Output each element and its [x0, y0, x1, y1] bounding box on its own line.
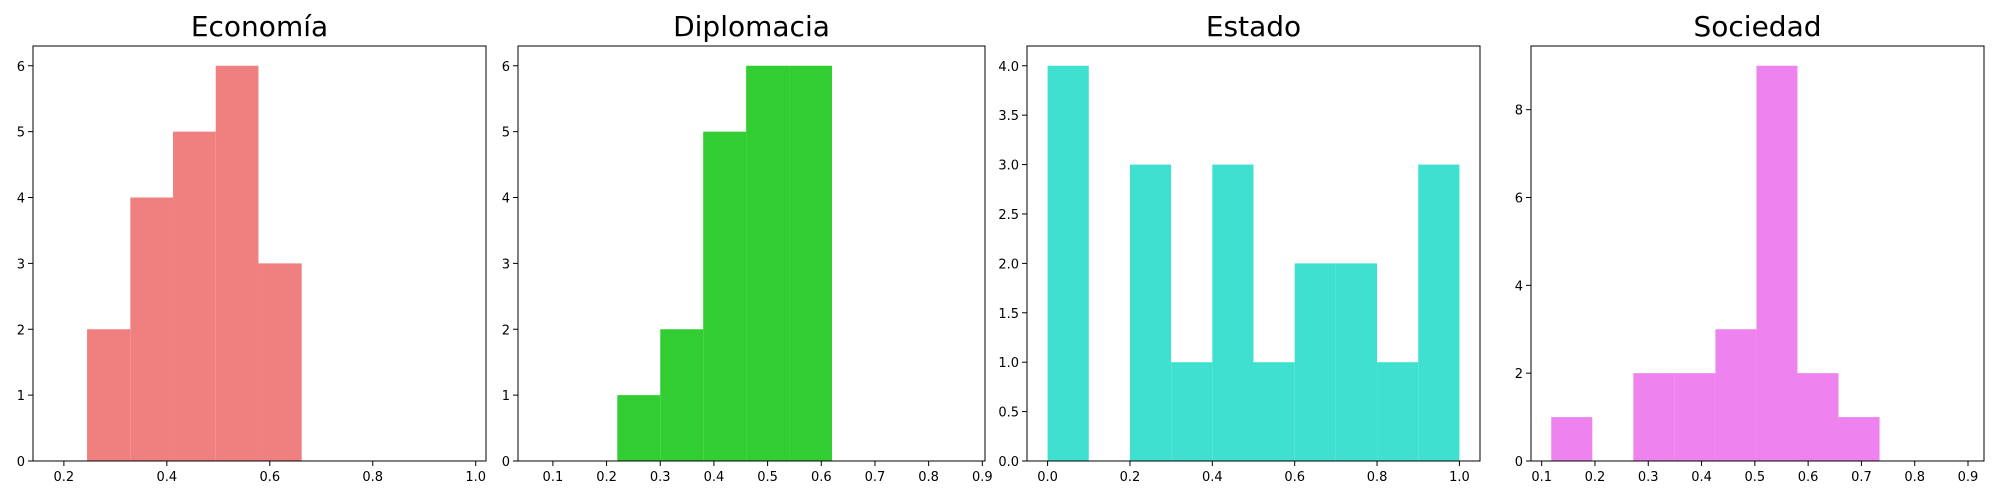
histogram-bar — [789, 65, 833, 461]
subplot-title: Diplomacia — [673, 10, 830, 43]
histogram-bar — [1418, 164, 1460, 462]
histogram-bar — [1171, 362, 1213, 461]
y-tick-label: 6 — [502, 60, 510, 75]
histogram-bar — [703, 131, 747, 461]
axes-frame — [1530, 45, 1985, 462]
x-tick-label: 1.0 — [465, 470, 486, 485]
histogram-bar — [258, 263, 302, 461]
subplot-title: Sociedad — [1693, 10, 1821, 43]
y-tick-label: 2 — [502, 323, 510, 338]
y-tick-label: 3.0 — [998, 159, 1019, 174]
x-tick-label: 0.0 — [1037, 470, 1058, 485]
histogram-bar — [1047, 65, 1089, 461]
axes-frame — [32, 45, 487, 462]
histogram-bar — [1633, 373, 1675, 461]
subplot-2: 0.1 0.2 0.3 0.4 0.5 0.6 0.7 0.8 0.9 0 1 2 3 4 5 6 Diplom… — [502, 10, 993, 485]
histogram-bar — [1253, 362, 1295, 461]
y-tick-label: 5 — [17, 126, 25, 141]
x-tick-label: 0.8 — [362, 470, 383, 485]
x-tick-label: 0.2 — [1585, 470, 1606, 485]
y-tick-label: 1.0 — [998, 356, 1019, 371]
subplot-4: 0.1 0.2 0.3 0.4 0.5 0.6 0.7 0.8 0.9 0 2 4 6 8 Sociedad — [1515, 10, 1985, 485]
x-tick-label: 0.8 — [918, 470, 939, 485]
subplot-1: 0.2 0.4 0.6 0.8 1.0 0 1 2 3 4 5 6 Economía — [17, 10, 487, 485]
subplot-title: Estado — [1206, 10, 1301, 43]
x-tick-label: 0.6 — [1798, 470, 1819, 485]
histogram-bar — [215, 65, 259, 461]
x-tick-label: 0.5 — [1744, 470, 1765, 485]
y-tick-label: 4.0 — [998, 60, 1019, 75]
x-tick-label: 0.2 — [596, 470, 617, 485]
x-tick-label: 0.6 — [259, 470, 280, 485]
y-tick-label: 3 — [17, 257, 25, 272]
y-tick-label: 0.5 — [998, 406, 1019, 421]
x-tick-label: 0.1 — [543, 470, 564, 485]
histogram-bar — [1294, 263, 1336, 461]
x-tick-label: 0.9 — [1958, 470, 1979, 485]
y-tick-label: 6 — [17, 60, 25, 75]
histogram-bar — [1797, 373, 1839, 461]
x-tick-label: 0.4 — [1691, 470, 1712, 485]
x-tick-label: 0.5 — [757, 470, 778, 485]
histogram-bar — [1212, 164, 1254, 462]
x-tick-label: 0.6 — [811, 470, 832, 485]
histogram-bar — [130, 197, 174, 461]
histogram-bar — [1715, 329, 1757, 461]
y-tick-label: 1.5 — [998, 307, 1019, 322]
histogram-bar — [1674, 373, 1716, 461]
histogram-bar — [1129, 164, 1172, 462]
y-tick-label: 1 — [502, 389, 510, 404]
histogram-bar — [617, 395, 661, 461]
histogram-bar — [1756, 65, 1798, 461]
y-tick-label: 0 — [17, 455, 25, 470]
x-tick-label: 0.6 — [1284, 470, 1305, 485]
y-tick-label: 5 — [502, 126, 510, 141]
histogram-bar — [1377, 362, 1419, 461]
y-tick-label: 3 — [502, 257, 510, 272]
x-tick-label: 0.8 — [1367, 470, 1388, 485]
y-tick-label: 3.5 — [998, 109, 1019, 124]
y-tick-label: 4 — [502, 192, 510, 207]
subplot-title: Economía — [191, 10, 328, 43]
x-tick-label: 0.7 — [865, 470, 886, 485]
y-tick-label: 2.5 — [998, 208, 1019, 223]
x-tick-label: 0.3 — [650, 470, 671, 485]
x-tick-label: 0.4 — [704, 470, 725, 485]
y-tick-label: 0 — [502, 455, 510, 470]
y-tick-label: 6 — [1515, 192, 1523, 207]
x-tick-label: 0.2 — [54, 470, 75, 485]
x-tick-label: 1.0 — [1449, 470, 1470, 485]
y-tick-label: 0 — [1515, 455, 1523, 470]
y-tick-label: 4 — [17, 192, 25, 207]
y-tick-label: 2 — [17, 323, 25, 338]
axes-frame — [517, 45, 986, 462]
histogram-bar — [1838, 417, 1880, 461]
x-tick-label: 0.7 — [1851, 470, 1872, 485]
x-tick-label: 0.4 — [1202, 470, 1223, 485]
x-tick-label: 0.2 — [1120, 470, 1141, 485]
x-tick-label: 0.9 — [972, 470, 993, 485]
histogram-bar — [1335, 263, 1378, 461]
histogram-bar — [87, 329, 131, 461]
histogram-bar — [1551, 417, 1593, 461]
x-tick-label: 0.3 — [1638, 470, 1659, 485]
y-tick-label: 8 — [1515, 104, 1523, 119]
histogram-bar — [173, 131, 216, 461]
x-tick-label: 0.8 — [1904, 470, 1925, 485]
y-tick-label: 2 — [1515, 367, 1523, 382]
y-tick-label: 4 — [1515, 279, 1523, 294]
axes-frame — [1026, 45, 1481, 462]
y-tick-label: 0.0 — [998, 455, 1019, 470]
histogram-bar — [746, 65, 790, 461]
x-tick-label: 0.1 — [1531, 470, 1552, 485]
x-tick-label: 0.4 — [156, 470, 177, 485]
subplot-3: 0.0 0.2 0.4 0.6 0.8 1.0 0.0 0.5 1.0 1.5 2.0 2.5 3.0 3… — [998, 10, 1481, 485]
y-tick-label: 2.0 — [998, 257, 1019, 272]
y-tick-label: 1 — [17, 389, 25, 404]
histogram-bar — [660, 329, 704, 461]
